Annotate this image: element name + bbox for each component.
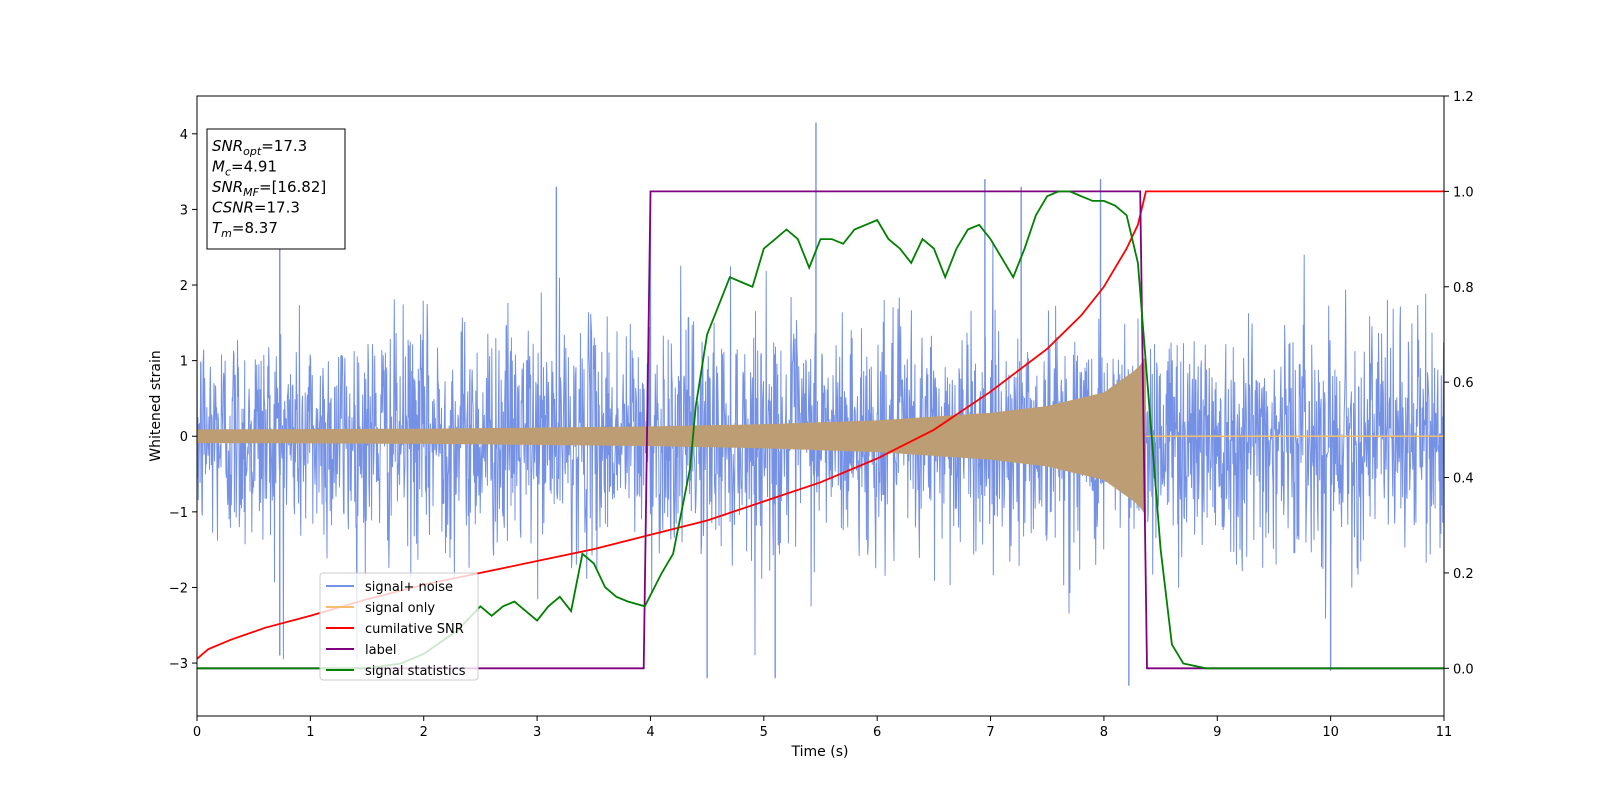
y2-tick-label: 0.4: [1453, 472, 1474, 487]
legend-label: signal only: [365, 601, 435, 616]
info-box: SNRopt=17.3Mc=4.91SNRMF=[16.82]CSNR=17.3…: [207, 129, 345, 249]
y2-tick-label: 0.8: [1453, 281, 1474, 296]
x-tick-label: 10: [1322, 725, 1339, 740]
y-tick-label: −1: [169, 506, 188, 521]
y2-tick-label: 1.0: [1453, 185, 1474, 200]
legend: signal+ noise signal only cumilative SNR la…: [320, 573, 478, 680]
legend-label: signal statistics: [365, 664, 466, 679]
y-tick-label: 2: [180, 279, 188, 294]
x-tick-label: 5: [760, 725, 768, 740]
y-tick-label: 0: [180, 430, 188, 445]
x-tick-label: 1: [306, 725, 314, 740]
y2-tick-label: 0.2: [1453, 567, 1474, 582]
y2-tick-label: 1.2: [1453, 90, 1474, 105]
y-axis-right: 0.0 0.2 0.4 0.6 0.8 1.0 1.2: [1444, 90, 1474, 677]
x-tick-label: 3: [533, 725, 541, 740]
x-tick-label: 9: [1213, 725, 1221, 740]
x-axis: 0 1 2 3 4 5 6 7 8 9 10 11: [193, 716, 1452, 740]
info-box-line: CSNR=17.3: [212, 199, 300, 217]
x-tick-label: 6: [873, 725, 881, 740]
y-tick-label: 1: [180, 355, 188, 370]
x-tick-label: 2: [420, 725, 428, 740]
y-tick-label: −3: [169, 657, 188, 672]
x-axis-label: Time (s): [791, 744, 849, 760]
y2-tick-label: 0.6: [1453, 376, 1474, 391]
legend-label: signal+ noise: [365, 580, 453, 595]
y-axis-left: −3 −2 −1 0 1 2 3 4: [169, 128, 197, 672]
info-box-line: SNRMF=[16.82]: [212, 178, 326, 199]
x-tick-label: 8: [1100, 725, 1108, 740]
x-tick-label: 4: [646, 725, 654, 740]
info-box-line: Mc=4.91: [212, 158, 277, 179]
y-axis-label: Whitened strain: [148, 350, 164, 461]
y2-tick-label: 0.0: [1453, 662, 1474, 677]
legend-label: cumilative SNR: [365, 622, 464, 637]
y-tick-label: 3: [180, 203, 188, 218]
y-tick-label: −2: [169, 581, 188, 596]
x-tick-label: 11: [1436, 725, 1453, 740]
x-tick-label: 0: [193, 725, 201, 740]
legend-label: label: [365, 643, 396, 658]
x-tick-label: 7: [986, 725, 994, 740]
y-tick-label: 4: [180, 128, 188, 143]
